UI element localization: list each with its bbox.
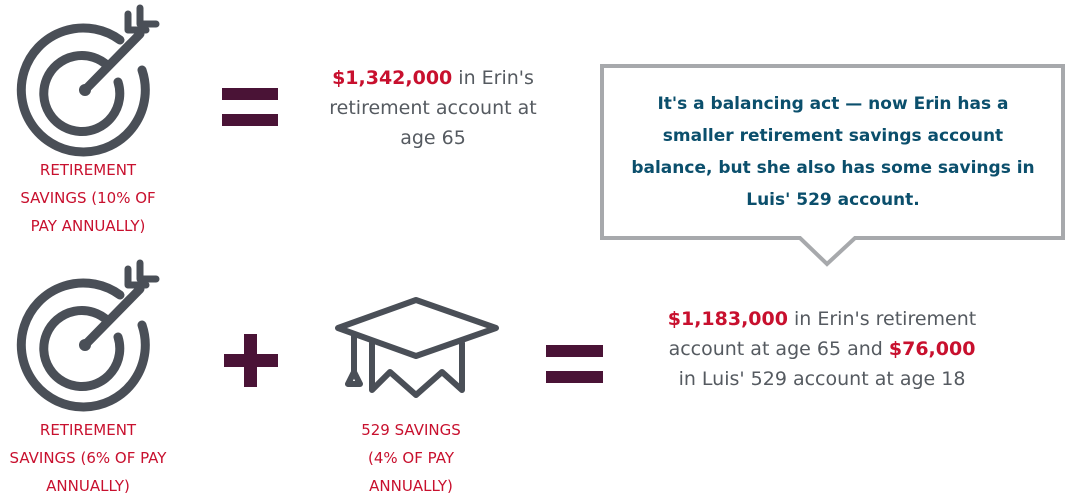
result-text: in Erin's retirement account at age 65 bbox=[329, 67, 537, 149]
amount: $1,183,000 bbox=[667, 308, 788, 330]
equals-sign bbox=[222, 88, 278, 126]
result-text: in Luis' 529 account at age 18 bbox=[678, 368, 966, 390]
result: $1,342,000 in Erin's retirement account … bbox=[320, 63, 546, 153]
target-icon bbox=[16, 259, 160, 412]
label: RETIREMENT SAVINGS (10% OF PAY ANNUALLY) bbox=[20, 161, 156, 235]
graduation-cap-icon bbox=[335, 297, 499, 398]
result-text: in Erin's retirement account at age 65 a… bbox=[668, 308, 977, 360]
amount: $76,000 bbox=[888, 338, 976, 360]
equals-sign bbox=[546, 345, 603, 383]
target-icon bbox=[16, 4, 160, 157]
label: RETIREMENT SAVINGS (6% OF PAY ANNUALLY) bbox=[9, 421, 167, 495]
label: 529 SAVINGS (4% OF PAY ANNUALLY) bbox=[361, 421, 461, 495]
plus-sign bbox=[224, 334, 278, 387]
result: $1,183,000 in Erin's retirement account … bbox=[666, 304, 978, 394]
callout-text: It's a balancing act — now Erin has a sm… bbox=[631, 94, 1035, 210]
amount: $1,342,000 bbox=[332, 67, 453, 89]
callout-box bbox=[600, 64, 1065, 267]
